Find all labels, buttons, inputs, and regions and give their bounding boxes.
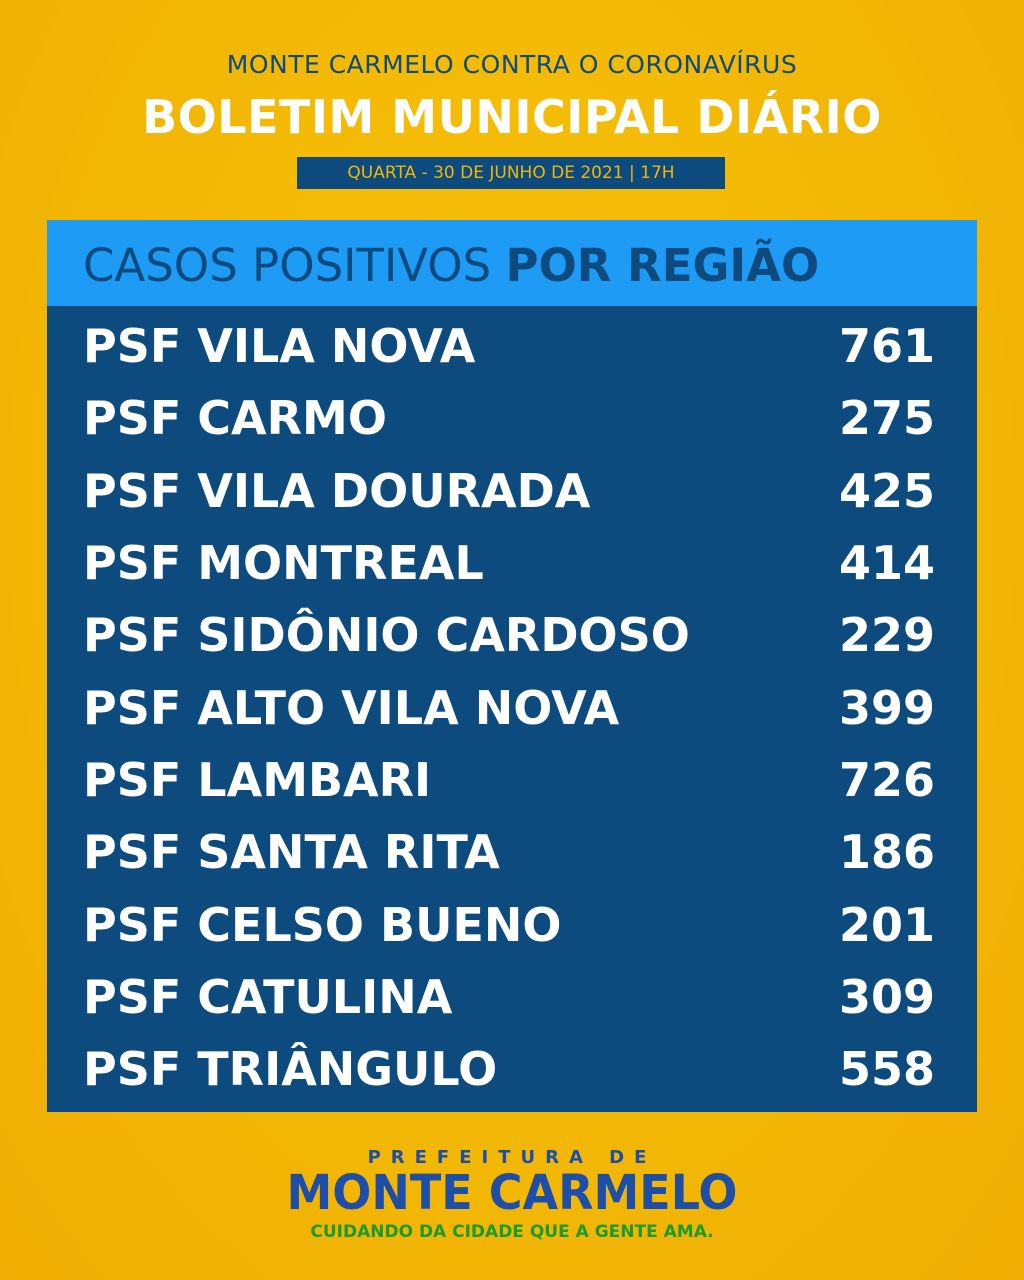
page-title: BOLETIM MUNICIPAL DIÁRIO: [142, 90, 882, 144]
region-name: PSF CATULINA: [83, 969, 453, 1024]
case-count: 558: [838, 1042, 935, 1097]
region-list: PSF VILA NOVA 761 PSF CARMO 275 PSF VILA DOU…: [47, 306, 977, 1105]
region-row: PSF SIDÔNIO CARDOSO 229: [47, 599, 977, 671]
case-count: 399: [838, 680, 935, 735]
region-row: PSF SANTA RITA 186: [47, 816, 977, 888]
region-name: PSF LAMBARI: [83, 752, 432, 807]
case-count: 275: [838, 391, 935, 446]
region-row: PSF MONTREAL 414: [47, 527, 977, 599]
footer-slogan: CUIDANDO DA CIDADE QUE A GENTE AMA.: [310, 1222, 714, 1242]
heading-light: CASOS POSITIVOS: [83, 239, 506, 292]
region-row: PSF CARMO 275: [47, 382, 977, 454]
region-name: PSF CARMO: [83, 391, 387, 446]
region-name: PSF TRIÂNGULO: [83, 1042, 498, 1097]
region-name: PSF ALTO VILA NOVA: [83, 680, 620, 735]
panel-heading: CASOS POSITIVOS POR REGIÃO: [47, 220, 977, 306]
region-row: PSF ALTO VILA NOVA 399: [47, 671, 977, 743]
region-name: PSF VILA DOURADA: [83, 463, 591, 518]
cases-panel: CASOS POSITIVOS POR REGIÃO PSF VILA NOVA…: [47, 220, 977, 1112]
region-row: PSF CATULINA 309: [47, 961, 977, 1033]
campaign-subtitle: MONTE CARMELO CONTRA O CORONAVÍRUS: [226, 50, 798, 79]
case-count: 726: [838, 752, 935, 807]
heading-bold: POR REGIÃO: [505, 239, 820, 292]
region-name: PSF SANTA RITA: [83, 825, 500, 880]
case-count: 201: [838, 897, 935, 952]
region-name: PSF MONTREAL: [83, 536, 484, 591]
region-name: PSF VILA NOVA: [83, 319, 476, 374]
case-count: 229: [838, 608, 935, 663]
footer-logo-text: MONTE CARMELO: [286, 1163, 738, 1221]
case-count: 186: [838, 825, 935, 880]
case-count: 425: [838, 463, 935, 518]
case-count: 761: [838, 319, 935, 374]
date-banner: QUARTA - 30 DE JUNHO DE 2021 | 17H: [297, 157, 725, 189]
footer-prefeitura: PREFEITURA DE: [367, 1147, 657, 1168]
region-row: PSF CELSO BUENO 201: [47, 888, 977, 960]
region-row: PSF LAMBARI 726: [47, 744, 977, 816]
region-row: PSF VILA DOURADA 425: [47, 455, 977, 527]
region-row: PSF TRIÂNGULO 558: [47, 1033, 977, 1105]
region-row: PSF VILA NOVA 761: [47, 310, 977, 382]
case-count: 309: [838, 969, 935, 1024]
region-name: PSF CELSO BUENO: [83, 897, 562, 952]
case-count: 414: [838, 536, 935, 591]
region-name: PSF SIDÔNIO CARDOSO: [83, 608, 690, 663]
